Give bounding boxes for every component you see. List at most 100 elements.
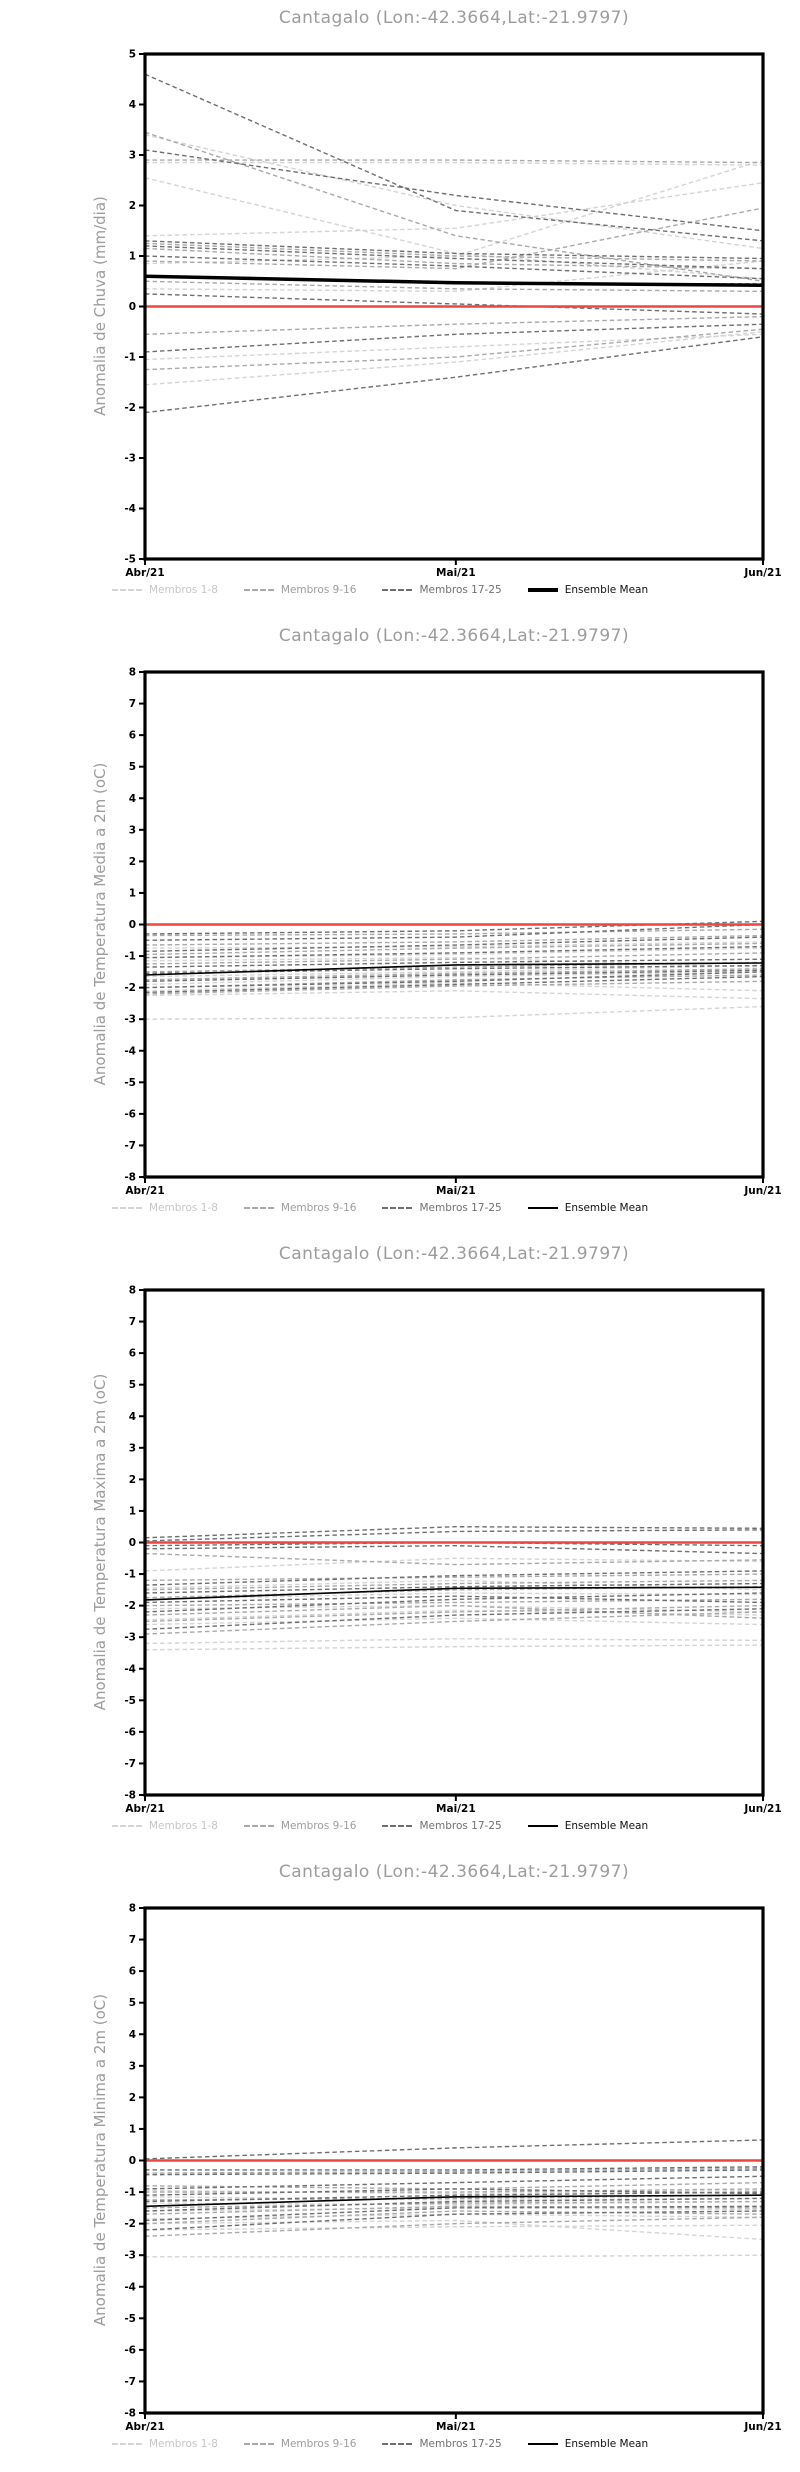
- member-line-light: [144, 182, 764, 237]
- legend-item: Membros 9-16: [243, 584, 357, 596]
- member-line-light: [144, 1579, 764, 1591]
- y-tick-label: -3: [124, 2250, 136, 2262]
- x-tick-label: Jun/21: [743, 567, 781, 579]
- chart-title: Cantagalo (Lon:-42.3664,Lat:-21.9797): [278, 626, 630, 646]
- member-line-medium: [144, 315, 764, 335]
- y-tick-label: -5: [124, 2313, 136, 2325]
- legend-item: Membros 17-25: [382, 1820, 502, 1832]
- member-line-light: [144, 2196, 764, 2201]
- y-tick-label: 4: [129, 1411, 136, 1423]
- y-tick-label: 5: [129, 761, 136, 773]
- y-tick-label: 3: [129, 824, 136, 836]
- legend-item: Ensemble Mean: [527, 584, 648, 596]
- member-line-medium: [144, 1598, 764, 1607]
- y-tick-label: -4: [124, 503, 136, 515]
- member-line-sample: [112, 1825, 142, 1827]
- member-line-medium: [144, 2216, 764, 2237]
- member-line-dark: [144, 2175, 764, 2190]
- x-tick-label: Mai/21: [436, 1185, 476, 1197]
- member-line-medium: [144, 961, 764, 973]
- y-tick-label: 2: [129, 856, 136, 868]
- chart-title: Cantagalo (Lon:-42.3664,Lat:-21.9797): [278, 8, 630, 28]
- y-tick-label: -1: [124, 352, 136, 364]
- member-line-medium: [144, 207, 764, 270]
- y-tick-label: 2: [129, 1474, 136, 1486]
- member-line-dark: [144, 2169, 764, 2176]
- y-tick-label: 8: [129, 1903, 136, 1915]
- legend-item: Membros 1-8: [112, 1820, 218, 1832]
- member-line-sample: [382, 1825, 413, 1827]
- legend-item-label: Membros 9-16: [280, 1820, 357, 1832]
- member-line-light: [145, 161, 764, 166]
- plot-area-tmin: -8 -7 -6 -5 -4 -3 -2 -1 0 1 2 3 4 5 6 7 8 Abr/21 Mai/21 Jun…: [124, 1903, 781, 2434]
- legend-item: Membros 17-25: [382, 2438, 502, 2450]
- legend: Membros 1-8 Membros 9-16 Membros 17-25 Ense…: [112, 2438, 752, 2450]
- member-line-medium: [144, 942, 764, 956]
- y-tick-label: -8: [124, 2408, 136, 2420]
- y-tick-label: 1: [129, 1505, 136, 1517]
- member-line-medium: [144, 1552, 764, 1566]
- member-line-medium: [144, 1604, 764, 1623]
- x-tick-label: Mai/21: [436, 1803, 476, 1815]
- member-line-light: [144, 2189, 764, 2195]
- ensemble-mean-line: [144, 2194, 764, 2208]
- member-line-dark: [144, 1544, 764, 1555]
- member-line-light: [144, 159, 764, 265]
- legend-item-label: Membros 9-16: [280, 584, 357, 596]
- legend-item-label: Membros 17-25: [419, 1820, 502, 1832]
- member-line-dark: [144, 1582, 764, 1594]
- member-line-light: [145, 2254, 764, 2258]
- member-line-medium: [144, 131, 764, 282]
- y-tick-label: 1: [129, 251, 136, 263]
- member-line-medium: [144, 328, 764, 371]
- member-line-sample: [243, 1207, 274, 1209]
- y-tick-label: -1: [124, 1569, 136, 1581]
- member-line-dark: [144, 1570, 764, 1586]
- member-line-light: [144, 134, 764, 250]
- legend-item: Membros 9-16: [243, 1202, 356, 1214]
- member-line-medium: [144, 2210, 764, 2225]
- member-line-dark: [144, 2197, 764, 2212]
- legend-item: Membros 1-8: [112, 2438, 218, 2450]
- member-line-light: [144, 1005, 764, 1020]
- y-tick-label: 4: [129, 793, 136, 805]
- legend-item: Membros 17-25: [382, 584, 502, 596]
- member-line-light: [144, 964, 764, 978]
- member-line-light: [144, 956, 764, 968]
- member-line-dark: [144, 2191, 764, 2203]
- x-tick-label: Jun/21: [743, 2421, 781, 2433]
- member-line-dark: [144, 1526, 764, 1539]
- member-line-dark: [144, 73, 764, 242]
- member-line-dark: [144, 1595, 764, 1604]
- member-line-dark: [144, 149, 764, 232]
- member-line-light: [144, 1644, 764, 1651]
- member-line-medium: [144, 247, 764, 270]
- member-line-sample: [243, 589, 274, 591]
- member-line-medium: [144, 1604, 764, 1619]
- member-line-medium: [144, 974, 764, 989]
- member-line-light: [144, 1617, 764, 1626]
- legend-item-label: Membros 1-8: [149, 1202, 218, 1214]
- x-tick-label: Abr/21: [125, 2421, 164, 2433]
- member-line-dark: [144, 2188, 764, 2196]
- plot-area-rain: -5 -4 -3 -2 -1 0 1 2 3 4 5 Abr/21 Mai/21 Jun/21: [124, 49, 781, 580]
- member-line-medium: [145, 159, 764, 164]
- legend-item: Membros 1-8: [112, 1202, 218, 1214]
- member-line-medium: [144, 1611, 764, 1635]
- x-tick-label: Mai/21: [436, 567, 476, 579]
- member-line-dark: [144, 1608, 764, 1630]
- member-line-dark: [144, 2139, 764, 2160]
- ensemble-mean-line-sample: [527, 2443, 558, 2445]
- y-tick-label: 5: [129, 1997, 136, 2009]
- y-tick-label: 6: [129, 1348, 136, 1360]
- member-line-medium: [144, 2200, 764, 2209]
- member-line-light: [144, 333, 764, 361]
- y-tick-label: 7: [129, 1316, 136, 1328]
- y-tick-label: 0: [129, 2155, 136, 2167]
- y-tick-label: 6: [129, 730, 136, 742]
- y-tick-label: -6: [124, 1726, 136, 1738]
- y-tick-label: -2: [124, 1600, 136, 1612]
- member-line-sample: [382, 2443, 413, 2445]
- ensemble-mean-line: [144, 1586, 764, 1601]
- chart-rain-anomaly: Cantagalo (Lon:-42.3664,Lat:-21.9797) An…: [0, 0, 800, 618]
